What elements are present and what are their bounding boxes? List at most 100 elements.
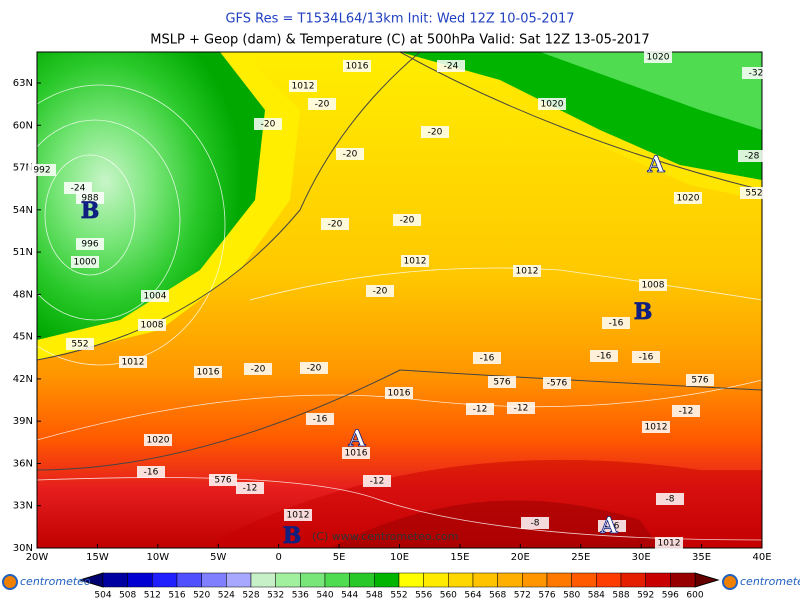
contour-label: -24 <box>444 62 459 72</box>
colorbar-cell <box>472 572 498 588</box>
watermark: (C) www.centrometeo.com <box>312 530 458 543</box>
colorbar-cell <box>571 572 597 588</box>
contour-label: 552 <box>745 189 762 199</box>
contour-label-box <box>141 290 169 302</box>
contour-label-box <box>300 362 328 374</box>
contour-label-box <box>738 150 766 162</box>
contour-label-box <box>137 466 165 478</box>
contour-label: 1020 <box>677 194 700 204</box>
colorbar-cell <box>152 572 178 588</box>
colorbar-label: 600 <box>686 591 703 600</box>
colorbar-cell <box>102 572 128 588</box>
contour-label-box <box>64 182 92 194</box>
colorbar-label: 592 <box>637 591 654 600</box>
contour-label-box <box>342 447 370 459</box>
header-line2: MSLP + Geop (dam) & Temperature (C) at 5… <box>150 33 649 48</box>
colorbar-label: 564 <box>464 591 481 600</box>
colorbar-cell <box>201 572 227 588</box>
contour-label-box <box>385 387 413 399</box>
contour-label: 1008 <box>141 321 164 331</box>
colorbar-cell <box>349 572 375 588</box>
contour-label-box <box>401 255 429 267</box>
contour-label: 1012 <box>645 423 668 433</box>
lat-label: 33N <box>13 501 33 512</box>
lat-label: 39N <box>13 416 33 427</box>
contour-label: -20 <box>328 220 343 230</box>
lon-label: 10E <box>390 552 409 563</box>
pressure-center: B <box>283 523 302 549</box>
lon-label: 15W <box>86 552 109 563</box>
contour-label-box <box>644 51 672 63</box>
colorbar-cell <box>127 572 153 588</box>
contour-label: 1016 <box>388 389 411 399</box>
lon-label: 0 <box>275 552 281 563</box>
contour-label: -16 <box>480 354 495 364</box>
contour-label: 1020 <box>147 436 170 446</box>
contour-label: -8 <box>531 519 540 529</box>
colorbar-label: 552 <box>390 591 407 600</box>
lon-label: 10W <box>147 552 170 563</box>
contour-label: 1012 <box>658 539 681 549</box>
contour-label-box <box>363 475 391 487</box>
lon-label: 5E <box>333 552 346 563</box>
pressure-center: A <box>599 513 618 539</box>
contour-label: 1000 <box>74 258 97 268</box>
colorbar-label: 548 <box>366 591 383 600</box>
contour-label: 988 <box>81 194 98 204</box>
contour-label-box <box>366 285 394 297</box>
contour-label-box <box>144 434 172 446</box>
contour-label-box <box>421 126 449 138</box>
contour-label: 1012 <box>516 267 539 277</box>
colorbar-label: 568 <box>489 591 506 600</box>
contour-label: -12 <box>243 484 258 494</box>
contour-label: -16 <box>605 522 620 532</box>
colorbar-cell <box>645 572 671 588</box>
lat-label: 30N <box>13 543 33 554</box>
contour-label: -12 <box>679 407 694 417</box>
contour-label-box <box>254 118 282 130</box>
contour-label-box <box>598 520 626 532</box>
contour-label-box <box>656 493 684 505</box>
contour-label: -12 <box>370 477 385 487</box>
geopotential-lines <box>37 52 762 471</box>
contour-label-box <box>76 238 104 250</box>
colorbar-label: 536 <box>292 591 309 600</box>
colorbar-cell <box>423 572 449 588</box>
colorbar-label: 556 <box>415 591 432 600</box>
contour-label: 576 <box>214 476 231 486</box>
lat-label: 36N <box>13 458 33 469</box>
contour-label-box <box>306 413 334 425</box>
contour-label: -20 <box>251 365 266 375</box>
contour-label-box <box>674 192 702 204</box>
contour-label-box <box>639 279 667 291</box>
contour-label: 1020 <box>541 100 564 110</box>
map-area <box>37 52 762 548</box>
contour-label: 996 <box>81 240 98 250</box>
lon-label: 30E <box>632 552 651 563</box>
contour-label-box <box>590 350 618 362</box>
contour-label: 1012 <box>404 257 427 267</box>
pressure-center: A <box>646 152 665 178</box>
contour-label: 576 <box>691 376 708 386</box>
contour-label: -8 <box>666 495 675 505</box>
colorbar-label: 584 <box>588 591 605 600</box>
colorbar-cell <box>300 572 326 588</box>
band <box>330 500 660 548</box>
colorbar-label: 576 <box>538 591 555 600</box>
contour-label: -20 <box>261 120 276 130</box>
colorbar-cell <box>250 572 276 588</box>
contour-label: 576 <box>493 378 510 388</box>
colorbar-label: 508 <box>119 591 136 600</box>
contour-label-box <box>244 363 272 375</box>
contour-label-box <box>632 351 660 363</box>
pressure-center: B <box>634 299 653 325</box>
contour-label: -12 <box>514 404 529 414</box>
header-line1: GFS Res = T1534L64/13km Init: Wed 12Z 10… <box>225 12 574 27</box>
lat-label: 42N <box>13 374 33 385</box>
contour-label: 1004 <box>144 292 167 302</box>
band <box>540 52 762 130</box>
colorbar-label: 520 <box>193 591 210 600</box>
logo-icon <box>2 574 18 590</box>
colorbar-cell <box>275 572 301 588</box>
